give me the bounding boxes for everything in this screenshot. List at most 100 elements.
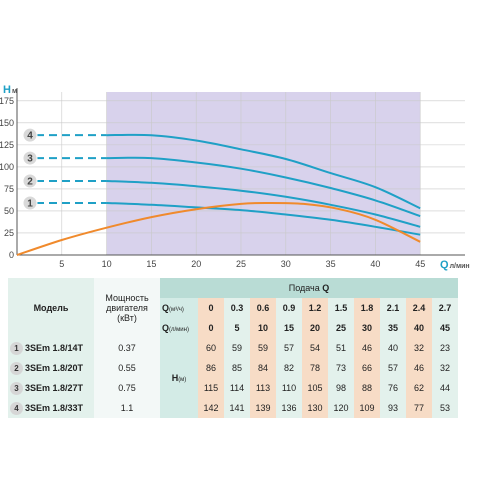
head-value: 84 bbox=[250, 358, 276, 378]
model-number-badge: 1 bbox=[10, 341, 23, 355]
y-tick-label-5: 125 bbox=[0, 140, 14, 150]
head-value: 142 bbox=[198, 398, 224, 418]
head-value: 86 bbox=[198, 358, 224, 378]
model-name: 3SEm 1.8/14T bbox=[25, 342, 84, 353]
flow-lmin-row: Q(л/мин) 0 5 10 15 20 25 30 35 40 45 bbox=[8, 318, 458, 338]
x-tick-labels: 5 10 15 20 25 30 35 40 45 bbox=[59, 259, 425, 269]
flow-lmin-value: 30 bbox=[354, 318, 380, 338]
head-value: 141 bbox=[224, 398, 250, 418]
table-row: 3 3SEm 1.8/27T 0.75 115 114 113 110 105 98 88 76 62… bbox=[8, 378, 458, 398]
head-value: 98 bbox=[328, 378, 354, 398]
x-tick-label-8: 45 bbox=[415, 259, 425, 269]
model-cell: 3 3SEm 1.8/27T bbox=[8, 378, 94, 398]
x-tick-label-7: 40 bbox=[370, 259, 380, 269]
head-value: 59 bbox=[250, 338, 276, 358]
curve-marker-1 bbox=[22, 195, 38, 211]
flow-m3h-row: Q(м³/ч) 0 0.3 0.6 0.9 1.2 1.5 1.8 2.1 2.4 2.7 bbox=[8, 298, 458, 318]
y-tick-label-4: 100 bbox=[0, 162, 14, 172]
curve-marker-2 bbox=[22, 173, 38, 189]
flow-lmin-label: Q(л/мин) bbox=[160, 318, 198, 338]
head-value: 46 bbox=[354, 338, 380, 358]
flow-lmin-value: 20 bbox=[302, 318, 328, 338]
model-cell: 1 3SEm 1.8/14T bbox=[8, 338, 94, 358]
model-number-badge: 3 bbox=[10, 381, 23, 395]
x-tick-label-5: 30 bbox=[281, 259, 291, 269]
flow-lmin-value: 0 bbox=[198, 318, 224, 338]
flow-m3h-value: 2.4 bbox=[406, 298, 432, 318]
head-value: 23 bbox=[432, 338, 458, 358]
table-row: 1 3SEm 1.8/14T 0.37 H(м) 60 59 59 57 54 51 46 40 32 2… bbox=[8, 338, 458, 418]
head-value: 44 bbox=[432, 378, 458, 398]
head-label: H(м) bbox=[160, 338, 198, 418]
y-tick-label-6: 150 bbox=[0, 118, 14, 128]
flow-m3h-value: 0.6 bbox=[250, 298, 276, 318]
head-value: 82 bbox=[276, 358, 302, 378]
flow-lmin-value: 40 bbox=[406, 318, 432, 338]
x-tick-label-4: 25 bbox=[236, 259, 246, 269]
power-value: 1.1 bbox=[94, 398, 160, 418]
performance-table: Модель Мощность двигателя (кВт) Подача Q… bbox=[8, 278, 458, 418]
head-value: 40 bbox=[380, 338, 406, 358]
curve-marker-label-3: 3 bbox=[27, 154, 33, 165]
pump-curve-3 bbox=[106, 156, 421, 218]
head-value: 114 bbox=[224, 378, 250, 398]
head-value: 78 bbox=[302, 358, 328, 378]
flow-lmin-value: 10 bbox=[250, 318, 276, 338]
power-header: Мощность двигателя (кВт) bbox=[94, 278, 160, 338]
head-value: 109 bbox=[354, 398, 380, 418]
power-value: 0.75 bbox=[94, 378, 160, 398]
curve-marker-3 bbox=[22, 150, 38, 166]
pump-curve-4 bbox=[106, 133, 421, 210]
head-value: 85 bbox=[224, 358, 250, 378]
y-tick-label-3: 75 bbox=[4, 184, 14, 194]
flow-m3h-value: 2.7 bbox=[432, 298, 458, 318]
model-name: 3SEm 1.8/20T bbox=[25, 362, 84, 373]
efficiency-curve bbox=[16, 201, 421, 256]
curve-marker-label-1: 1 bbox=[27, 199, 33, 210]
y-tick-label-0: 0 bbox=[9, 250, 14, 260]
head-value: 32 bbox=[432, 358, 458, 378]
curve-marker-4 bbox=[22, 127, 38, 143]
head-value: 130 bbox=[302, 398, 328, 418]
pump-performance-chart: 0 25 50 75 100 125 150 175 5 10 15 20 25 30 35 40 45 1 2… bbox=[0, 84, 470, 271]
head-value: 105 bbox=[302, 378, 328, 398]
x-tick-label-1: 10 bbox=[102, 259, 112, 269]
head-value: 73 bbox=[328, 358, 354, 378]
head-value: 77 bbox=[406, 398, 432, 418]
flow-m3h-value: 0.3 bbox=[224, 298, 250, 318]
head-value: 53 bbox=[432, 398, 458, 418]
curve-marker-label-4: 4 bbox=[27, 131, 33, 142]
head-value: 136 bbox=[276, 398, 302, 418]
head-value: 51 bbox=[328, 338, 354, 358]
y-tick-label-2: 50 bbox=[4, 206, 14, 216]
curve-markers: 1 2 3 4 bbox=[22, 127, 38, 211]
head-value: 113 bbox=[250, 378, 276, 398]
head-value: 32 bbox=[406, 338, 432, 358]
head-value: 120 bbox=[328, 398, 354, 418]
y-tick-label-1: 25 bbox=[4, 228, 14, 238]
head-value: 54 bbox=[302, 338, 328, 358]
power-value: 0.55 bbox=[94, 358, 160, 378]
model-name: 3SEm 1.8/27T bbox=[25, 382, 84, 393]
model-name: 3SEm 1.8/33T bbox=[25, 402, 84, 413]
flow-header: Подача Q bbox=[160, 278, 458, 298]
head-value: 59 bbox=[224, 338, 250, 358]
x-tick-label-3: 20 bbox=[191, 259, 201, 269]
head-value: 76 bbox=[380, 378, 406, 398]
flow-m3h-value: 0.9 bbox=[276, 298, 302, 318]
model-cell: 2 3SEm 1.8/20T bbox=[8, 358, 94, 378]
head-value: 60 bbox=[198, 338, 224, 358]
y-tick-label-7: 175 bbox=[0, 96, 14, 106]
table-row: 4 3SEm 1.8/33T 1.1 142 141 139 136 130 120 109 93 7… bbox=[8, 398, 458, 418]
flow-m3h-value: 1.2 bbox=[302, 298, 328, 318]
y-axis-label: Hм bbox=[3, 84, 17, 96]
pump-curves bbox=[36, 133, 421, 236]
head-value: 110 bbox=[276, 378, 302, 398]
head-value: 46 bbox=[406, 358, 432, 378]
flow-m3h-value: 1.5 bbox=[328, 298, 354, 318]
pump-curve-2 bbox=[106, 180, 421, 228]
power-value: 0.37 bbox=[94, 338, 160, 358]
flow-lmin-value: 5 bbox=[224, 318, 250, 338]
head-value: 57 bbox=[276, 338, 302, 358]
x-tick-label-6: 35 bbox=[326, 259, 336, 269]
